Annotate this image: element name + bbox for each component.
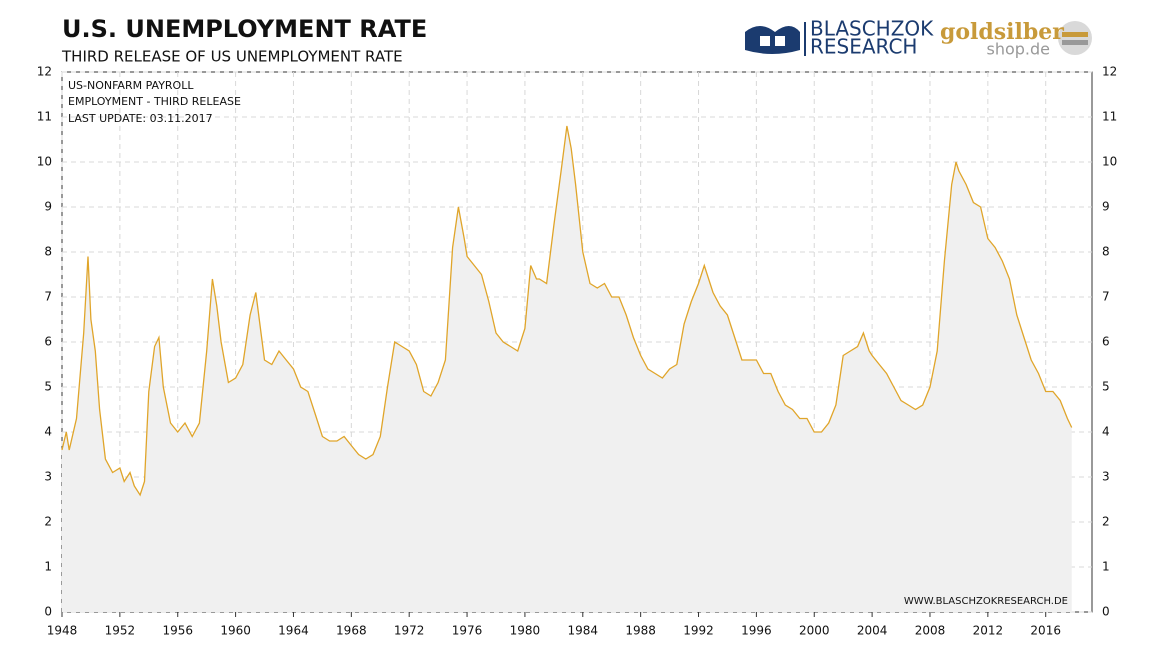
annotation: US-NONFARM PAYROLL: [68, 79, 194, 92]
y-tick-label: 0: [44, 605, 52, 619]
logo-text: RESEARCH: [810, 35, 917, 59]
y-tick-label: 7: [1102, 290, 1110, 304]
y-tick-label: 12: [1102, 65, 1117, 79]
y-tick-label: 4: [44, 425, 52, 439]
x-tick-label: 1956: [162, 624, 193, 638]
y-tick-label: 12: [37, 65, 52, 79]
y-tick-label: 1: [1102, 560, 1110, 574]
annotation: LAST UPDATE: 03.11.2017: [68, 112, 213, 125]
logo-icon: [745, 21, 1092, 56]
x-tick-label: 1992: [683, 624, 714, 638]
y-tick-label: 11: [37, 110, 52, 124]
y-tick-label: 1: [44, 560, 52, 574]
y-tick-label: 2: [44, 515, 52, 529]
x-tick-label: 1964: [278, 624, 309, 638]
y-tick-label: 2: [1102, 515, 1110, 529]
x-tick-label: 1952: [105, 624, 136, 638]
logo-text: goldsilber: [940, 19, 1064, 45]
source: WWW.BLASCHZOKRESEARCH.DE: [904, 596, 1068, 607]
y-tick-label: 8: [1102, 245, 1110, 259]
y-tick-label: 5: [1102, 380, 1110, 394]
y-tick-label: 3: [1102, 470, 1110, 484]
x-tick-label: 1984: [568, 624, 599, 638]
y-tick-label: 3: [44, 470, 52, 484]
y-tick-label: 6: [1102, 335, 1110, 349]
y-tick-label: 8: [44, 245, 52, 259]
y-tick-label: 9: [44, 200, 52, 214]
chart-title: U.S. UNEMPLOYMENT RATE: [62, 15, 427, 43]
logo-text: shop.de: [986, 40, 1050, 59]
line: [61, 125, 1073, 497]
y-tick-label: 0: [1102, 605, 1110, 619]
x-tick-label: 2016: [1030, 624, 1061, 638]
x-tick-label: 1980: [510, 624, 541, 638]
x-tick-label: 2012: [973, 624, 1004, 638]
x-tick-label: 2000: [799, 624, 830, 638]
annotation: EMPLOYMENT - THIRD RELEASE: [68, 95, 241, 108]
x-tick-label: 1988: [625, 624, 656, 638]
x-tick-label: 1948: [47, 624, 78, 638]
x-tick-label: 1976: [452, 624, 483, 638]
y-tick-label: 9: [1102, 200, 1110, 214]
x-tick-label: 1972: [394, 624, 425, 638]
x-tick-label: 1996: [741, 624, 772, 638]
logo-text: BLASCHZOK: [810, 17, 934, 41]
x-tick-label: 2008: [915, 624, 946, 638]
y-tick-label: 6: [44, 335, 52, 349]
area: [62, 126, 1072, 612]
y-tick-label: 7: [44, 290, 52, 304]
chart-subtitle: THIRD RELEASE OF US UNEMPLOYMENT RATE: [61, 48, 403, 66]
x-tick-label: 1968: [336, 624, 367, 638]
y-tick-label: 4: [1102, 425, 1110, 439]
x-tick-label: 1960: [220, 624, 251, 638]
x-tick-label: 2004: [857, 624, 888, 638]
y-tick-label: 10: [37, 155, 52, 169]
y-tick-label: 5: [44, 380, 52, 394]
y-tick-label: 10: [1102, 155, 1117, 169]
y-tick-label: 11: [1102, 110, 1117, 124]
